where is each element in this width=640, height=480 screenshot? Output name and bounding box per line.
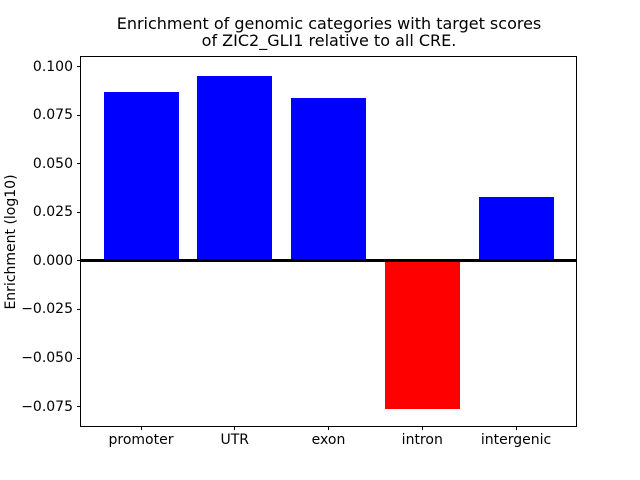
x-tick-label-UTR: UTR: [220, 432, 250, 448]
x-tick-label-intron: intron: [401, 432, 443, 448]
chart-title: Enrichment of genomic categories with ta…: [81, 15, 577, 49]
x-tick-mark: [140, 426, 142, 430]
plot-area: [80, 56, 577, 427]
y-tick-label: 0.025: [32, 204, 73, 221]
y-tick-mark: [77, 308, 81, 310]
bar-intergenic: [478, 196, 554, 261]
x-tick-mark: [421, 426, 423, 430]
y-tick-label: 0.075: [32, 107, 73, 124]
y-tick-mark: [77, 114, 81, 116]
y-tick-mark: [77, 211, 81, 213]
y-tick-mark: [77, 357, 81, 359]
y-tick-label: −0.075: [21, 398, 73, 415]
bar-exon: [291, 97, 366, 261]
y-tick-label: −0.050: [21, 350, 73, 367]
bar-promoter: [103, 91, 179, 261]
y-tick-label: 0.100: [32, 58, 73, 75]
bar-UTR: [197, 76, 273, 261]
x-tick-mark: [515, 426, 517, 430]
y-tick-label: 0.000: [32, 252, 73, 269]
y-tick-label: 0.050: [32, 155, 73, 172]
x-tick-label-exon: exon: [311, 432, 346, 448]
x-tick-mark: [328, 426, 329, 430]
x-tick-label-promoter: promoter: [108, 432, 174, 448]
zero-line: [81, 259, 576, 263]
chart-title-line-1: Enrichment of genomic categories with ta…: [116, 14, 542, 33]
chart-title-line-2: of ZIC2_GLI1 relative to all CRE.: [201, 31, 457, 50]
y-axis-label: Enrichment (log10): [3, 174, 19, 310]
y-tick-mark: [77, 260, 81, 262]
bar-intron: [384, 260, 460, 409]
y-tick-label: −0.025: [21, 301, 73, 318]
y-tick-mark: [77, 66, 81, 68]
x-tick-label-intergenic: intergenic: [480, 432, 552, 448]
y-tick-mark: [77, 163, 81, 165]
y-tick-mark: [77, 406, 81, 408]
x-tick-mark: [234, 426, 236, 430]
